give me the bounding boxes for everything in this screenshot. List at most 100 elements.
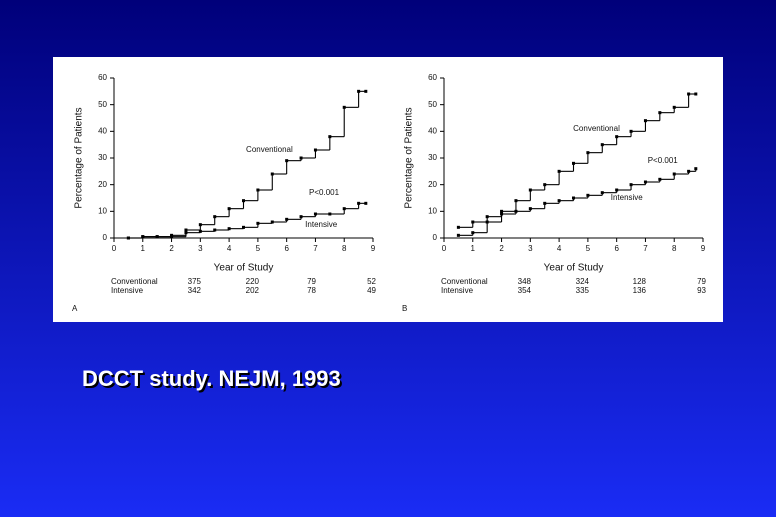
point-marker xyxy=(694,167,698,171)
x-tick-label: 0 xyxy=(112,244,117,253)
p-value-annotation: P<0.001 xyxy=(309,188,340,197)
risk-row-label: Intensive xyxy=(111,286,144,295)
point-marker xyxy=(600,143,604,147)
point-marker xyxy=(285,217,289,221)
risk-row-label: Intensive xyxy=(441,286,474,295)
x-tick-label: 5 xyxy=(256,244,261,253)
y-tick-label: 30 xyxy=(98,153,107,162)
point-marker xyxy=(126,236,130,240)
point-marker xyxy=(500,212,504,216)
point-marker xyxy=(600,191,604,195)
point-marker xyxy=(328,135,332,139)
point-marker xyxy=(313,212,317,216)
risk-count: 220 xyxy=(246,277,260,286)
risk-count: 52 xyxy=(367,277,376,286)
point-marker xyxy=(364,89,368,93)
panel-label: A xyxy=(72,304,78,313)
risk-row-label: Conventional xyxy=(111,277,158,286)
x-tick-label: 7 xyxy=(313,244,318,253)
risk-count: 202 xyxy=(246,286,260,295)
series-label: Intensive xyxy=(305,220,338,229)
point-marker xyxy=(242,225,245,229)
point-marker xyxy=(658,177,662,181)
x-tick-label: 2 xyxy=(499,244,504,253)
point-marker xyxy=(141,235,145,239)
point-marker xyxy=(586,151,590,155)
point-marker xyxy=(242,199,245,203)
point-marker xyxy=(471,220,475,224)
point-marker xyxy=(342,105,346,109)
y-tick-label: 50 xyxy=(98,100,107,109)
risk-row-label: Conventional xyxy=(441,277,488,286)
risk-count: 79 xyxy=(697,277,706,286)
point-marker xyxy=(643,180,647,184)
point-marker xyxy=(615,135,619,139)
point-marker xyxy=(155,235,159,239)
x-tick-label: 3 xyxy=(198,244,203,253)
y-tick-label: 40 xyxy=(98,126,107,135)
x-tick-label: 6 xyxy=(284,244,289,253)
point-marker xyxy=(672,172,676,176)
risk-count: 49 xyxy=(367,286,376,295)
y-tick-label: 60 xyxy=(428,73,437,82)
point-marker xyxy=(256,221,260,225)
risk-count: 375 xyxy=(188,277,202,286)
point-marker xyxy=(170,235,174,239)
x-tick-label: 0 xyxy=(442,244,447,253)
point-marker xyxy=(629,183,633,187)
x-tick-label: 3 xyxy=(528,244,533,253)
point-marker xyxy=(357,89,361,93)
point-marker xyxy=(357,201,361,205)
point-marker xyxy=(256,188,260,192)
risk-count: 335 xyxy=(576,286,590,295)
series-label: Intensive xyxy=(611,193,644,202)
x-tick-label: 9 xyxy=(371,244,376,253)
series-label: Conventional xyxy=(246,145,293,154)
point-marker xyxy=(557,169,561,173)
point-marker xyxy=(500,209,504,213)
risk-count: 354 xyxy=(518,286,532,295)
point-marker xyxy=(672,105,676,109)
caption: DCCT study. NEJM, 1993 xyxy=(82,366,341,391)
x-axis-label: Year of Study xyxy=(544,263,604,274)
x-tick-label: 9 xyxy=(701,244,706,253)
point-marker xyxy=(364,201,368,205)
point-marker xyxy=(342,207,346,211)
point-marker xyxy=(198,229,202,233)
point-marker xyxy=(643,119,647,123)
point-marker xyxy=(328,212,332,216)
point-marker xyxy=(557,199,561,203)
point-marker xyxy=(184,231,188,235)
risk-count: 324 xyxy=(576,277,590,286)
x-tick-label: 6 xyxy=(614,244,619,253)
y-axis-label: Percentage of Patients xyxy=(404,107,415,208)
point-marker xyxy=(213,228,217,232)
point-marker xyxy=(227,207,231,211)
point-marker xyxy=(198,223,202,227)
point-marker xyxy=(572,161,575,165)
point-marker xyxy=(213,215,217,219)
point-marker xyxy=(528,188,532,192)
point-marker xyxy=(514,199,518,203)
risk-count: 93 xyxy=(697,286,706,295)
x-tick-label: 2 xyxy=(169,244,174,253)
point-marker xyxy=(313,148,317,152)
point-marker xyxy=(615,188,619,192)
x-tick-label: 4 xyxy=(557,244,562,253)
y-tick-label: 0 xyxy=(103,233,108,242)
y-tick-label: 10 xyxy=(428,206,437,215)
risk-count: 342 xyxy=(188,286,202,295)
x-tick-label: 4 xyxy=(227,244,232,253)
point-marker xyxy=(687,92,691,96)
series-label: Conventional xyxy=(573,124,620,133)
point-marker xyxy=(485,215,489,219)
point-marker xyxy=(543,183,547,187)
x-tick-label: 5 xyxy=(586,244,591,253)
point-marker xyxy=(514,209,518,213)
point-marker xyxy=(456,225,460,229)
point-marker xyxy=(184,228,188,232)
point-marker xyxy=(543,201,547,205)
